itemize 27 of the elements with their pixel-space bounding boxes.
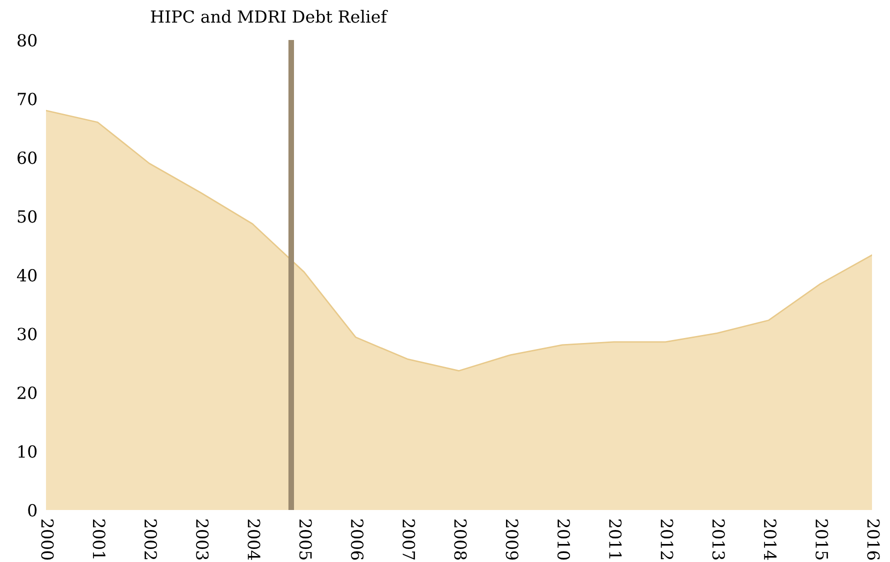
x-tick-label: 2012 <box>660 519 674 560</box>
x-tick-label: 2005 <box>299 519 312 560</box>
x-tick-label: 2001 <box>92 519 106 558</box>
y-tick-label: 80 <box>18 34 37 47</box>
x-tick-label: 2016 <box>867 519 880 560</box>
x-tick-label: 2010 <box>557 519 570 560</box>
x-tick-label: 2014 <box>764 519 777 560</box>
x-tick-label: 2013 <box>712 519 725 560</box>
x-tick-label: 2015 <box>816 519 828 560</box>
x-tick-label: 2009 <box>506 519 518 560</box>
x-tick-label: 2004 <box>248 519 260 560</box>
y-tick-label: 40 <box>16 268 37 282</box>
y-tick-label: 70 <box>18 92 37 106</box>
y-tick-label: 50 <box>18 210 37 223</box>
x-tick-label: 2007 <box>402 519 416 560</box>
y-tick-label: 30 <box>18 328 37 340</box>
chart-title: HIPC and MDRI Debt Relief <box>150 10 388 23</box>
y-tick-label: 0 <box>28 504 37 517</box>
y-tick-label: 60 <box>18 151 37 164</box>
y-tick-label: 20 <box>18 386 37 400</box>
y-tick-label: 10 <box>18 445 37 458</box>
x-tick-label: 2006 <box>350 519 364 560</box>
x-tick-label: 2011 <box>609 519 622 558</box>
x-tick-label: 2000 <box>41 519 54 560</box>
x-tick-label: 2003 <box>196 519 209 560</box>
x-tick-label: 2002 <box>144 519 158 560</box>
x-tick-label: 2008 <box>454 519 467 560</box>
